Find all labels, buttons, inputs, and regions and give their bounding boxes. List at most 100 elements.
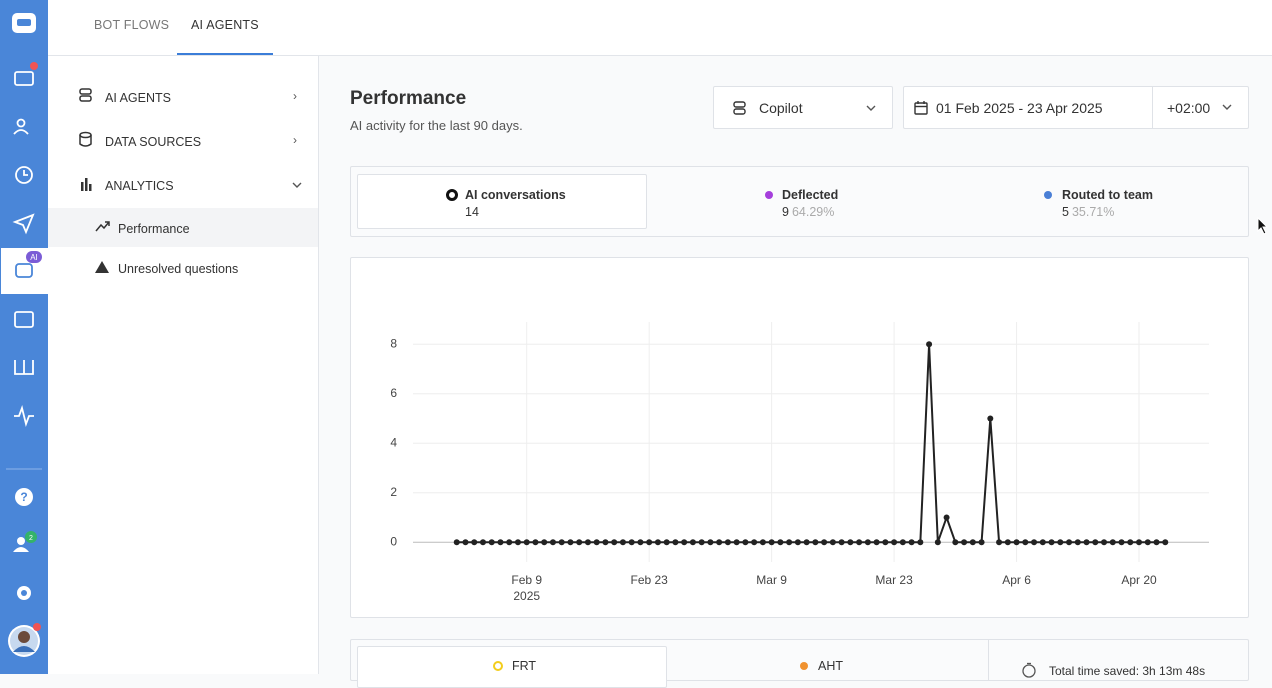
point xyxy=(707,539,714,546)
point xyxy=(514,539,521,546)
metrics-bar: FRT AHT Total time saved: 3h 13m 48s xyxy=(350,639,1249,688)
point xyxy=(996,539,1003,546)
metric-label: AHT xyxy=(818,659,843,673)
point xyxy=(1101,539,1108,546)
point xyxy=(479,539,486,546)
point xyxy=(891,539,898,546)
point xyxy=(751,539,758,546)
sub-menu-icons xyxy=(95,221,110,273)
menu-item[interactable]: DATA SOURCES xyxy=(105,135,202,149)
point xyxy=(1013,539,1020,546)
point xyxy=(1153,539,1160,546)
point xyxy=(654,539,661,546)
y-tick-label: 8 xyxy=(390,336,397,350)
point xyxy=(1057,539,1064,546)
metric-dot xyxy=(493,661,503,671)
date-range: 01 Feb 2025 - 23 Apr 2025 xyxy=(936,100,1103,116)
point xyxy=(541,539,548,546)
stat-label: Routed to team xyxy=(1062,188,1153,202)
sidebar: AI AGENTS › DATA SOURCES › ANALYTICS Per… xyxy=(48,56,319,674)
tab[interactable]: AI AGENTS xyxy=(191,18,259,32)
stat-dot xyxy=(765,191,773,199)
point xyxy=(768,539,775,546)
point xyxy=(856,539,863,546)
point xyxy=(917,539,924,546)
sub-menu-item[interactable]: Unresolved questions xyxy=(118,262,239,276)
point xyxy=(969,539,976,546)
point xyxy=(1048,539,1055,546)
point xyxy=(637,539,644,546)
point xyxy=(628,539,635,546)
chevron: › xyxy=(293,89,297,103)
point xyxy=(952,539,959,546)
point xyxy=(689,539,696,546)
metric-label: Total time saved: 3h 13m 48s xyxy=(1049,664,1206,678)
chart: 0 2 4 6 8 Feb 9 2025 Feb 23 Mar 9 Mar 23 Apr 6 Apr … xyxy=(390,322,1209,603)
point xyxy=(829,539,836,546)
menu-item[interactable]: AI AGENTS xyxy=(105,91,171,105)
icon-bar: ? AI 2 xyxy=(0,0,48,674)
point xyxy=(838,539,845,546)
point xyxy=(777,539,784,546)
point xyxy=(803,539,810,546)
point xyxy=(497,539,504,546)
point xyxy=(987,415,994,422)
bot-select[interactable]: Copilot xyxy=(713,86,893,129)
chevron: › xyxy=(293,133,297,147)
stat-dot xyxy=(1044,191,1052,199)
point xyxy=(759,539,766,546)
x-tick-label: Mar 9 xyxy=(756,573,787,587)
point xyxy=(532,539,539,546)
point xyxy=(1074,539,1081,546)
stat-value: 14 xyxy=(465,205,479,219)
point xyxy=(611,539,618,546)
stat-percent: 35.71% xyxy=(1071,205,1115,219)
point xyxy=(934,539,941,546)
point xyxy=(462,539,469,546)
point xyxy=(593,539,600,546)
x-tick-label: Apr 6 xyxy=(1002,573,1031,587)
page-title: Performance xyxy=(350,88,467,109)
point xyxy=(742,539,749,546)
svg-text:?: ? xyxy=(20,490,27,504)
point xyxy=(1022,539,1029,546)
sub-menu-item[interactable]: Performance xyxy=(118,222,190,236)
stat-label: AI conversations xyxy=(465,188,566,202)
point xyxy=(926,341,933,348)
point xyxy=(873,539,880,546)
point xyxy=(698,539,705,546)
point xyxy=(908,539,915,546)
bot-select-value: Copilot xyxy=(759,100,803,116)
point xyxy=(576,539,583,546)
timezone[interactable]: +02:00 xyxy=(1167,100,1211,116)
point xyxy=(549,539,556,546)
point xyxy=(899,539,906,546)
metric-label: FRT xyxy=(512,659,537,673)
point xyxy=(961,539,968,546)
menu-item[interactable]: ANALYTICS xyxy=(105,179,174,193)
stat-value: 5 xyxy=(1062,205,1069,219)
point xyxy=(724,539,731,546)
point xyxy=(1066,539,1073,546)
point xyxy=(794,539,801,546)
point xyxy=(733,539,740,546)
point xyxy=(602,539,609,546)
x-tick-label: Mar 23 xyxy=(875,573,913,587)
point xyxy=(1136,539,1143,546)
stat-value: 9 xyxy=(782,205,789,219)
point xyxy=(1144,539,1151,546)
point xyxy=(663,539,670,546)
x-tick-label: Feb 9 xyxy=(511,573,542,587)
metric-dot xyxy=(800,662,808,670)
stat-percent: 64.29% xyxy=(791,205,835,219)
date-range-picker[interactable]: 01 Feb 2025 - 23 Apr 2025 +02:00 xyxy=(903,86,1249,129)
stat-value: 9 64.29% xyxy=(782,205,834,219)
point xyxy=(506,539,513,546)
y-tick-label: 6 xyxy=(390,386,397,400)
point xyxy=(488,539,495,546)
stat-tab-active[interactable] xyxy=(357,174,647,229)
point xyxy=(471,539,478,546)
tab[interactable]: BOT FLOWS xyxy=(94,18,170,32)
stats-bar: AI conversations 14 Deflected 9 64.29% Ro… xyxy=(350,166,1249,237)
